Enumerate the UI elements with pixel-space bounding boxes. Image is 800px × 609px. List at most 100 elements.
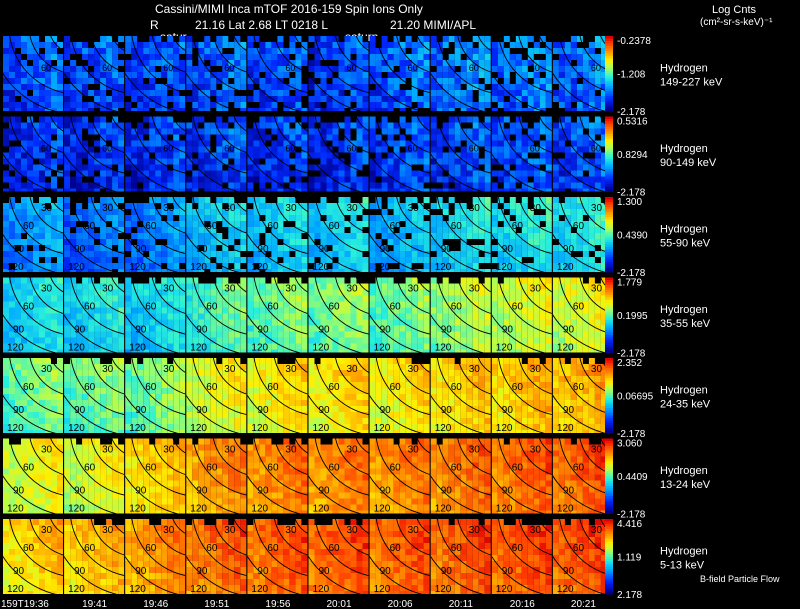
heatmap-cell <box>192 257 199 263</box>
heatmap-cell <box>350 146 357 153</box>
colorbar-step <box>605 41 613 44</box>
heatmap-cell <box>51 263 57 269</box>
heatmap-cell <box>179 66 186 72</box>
heatmap-cell <box>161 188 168 192</box>
colorbar-step <box>605 129 613 132</box>
heatmap-cell <box>436 349 443 353</box>
heatmap-cell <box>179 78 186 84</box>
heatmap-cell <box>387 152 394 159</box>
heatmap-cell <box>131 331 138 338</box>
heatmap-cell <box>576 301 583 308</box>
heatmap-cell <box>173 48 180 54</box>
heatmap-cell <box>454 36 461 42</box>
heatmap-cell <box>387 42 394 48</box>
heatmap-cell <box>210 343 217 350</box>
heatmap-cell <box>3 134 9 141</box>
heatmap-cell <box>301 116 308 123</box>
heatmap-cell <box>350 96 357 102</box>
heatmap-cell <box>399 325 406 332</box>
heatmap-cell <box>491 158 498 165</box>
heatmap-cell <box>582 66 589 72</box>
heatmap-cell <box>289 245 296 251</box>
heatmap-cell <box>76 116 83 123</box>
heatmap-cell <box>94 295 101 302</box>
heatmap-cell <box>64 152 71 159</box>
heatmap-cell <box>545 227 552 233</box>
heatmap-cell <box>21 140 27 147</box>
heatmap-cell <box>295 233 302 239</box>
heatmap-cell <box>314 182 321 189</box>
heatmap-cell <box>234 295 241 302</box>
heatmap-cell <box>423 257 430 263</box>
heatmap-cell <box>521 239 528 245</box>
heatmap-cell <box>491 277 498 284</box>
heatmap-cell <box>228 325 235 332</box>
heatmap-cell <box>210 289 217 296</box>
heatmap-cell <box>253 239 260 245</box>
heatmap-cell <box>600 140 607 147</box>
heatmap-cell <box>57 209 63 215</box>
heatmap-cell <box>527 54 534 60</box>
heatmap-cell <box>460 134 467 141</box>
heatmap-cell <box>497 116 504 123</box>
heatmap-cell <box>192 245 199 251</box>
heatmap-cell <box>15 277 21 284</box>
heatmap-cell <box>179 239 186 245</box>
heatmap-cell <box>131 221 138 227</box>
heatmap-cell <box>295 66 302 72</box>
heatmap-cell <box>527 164 534 171</box>
heatmap-cell <box>582 72 589 78</box>
heatmap-cell <box>564 42 571 48</box>
heatmap-cell <box>594 116 601 123</box>
colorbar-step <box>605 83 613 87</box>
heatmap-cell <box>3 158 9 165</box>
heatmap-cell <box>173 227 180 233</box>
heatmap-cell <box>405 128 412 135</box>
heatmap-cell <box>100 319 107 326</box>
heatmap-cell <box>234 331 241 338</box>
heatmap-cell <box>3 257 9 263</box>
heatmap-panel: 60 <box>247 36 308 111</box>
heatmap-cell <box>21 36 27 42</box>
heatmap-cell <box>82 319 89 326</box>
heatmap-cell <box>198 176 205 183</box>
heatmap-cell <box>454 122 461 129</box>
colorbar-step <box>605 91 613 94</box>
heatmap-cell <box>198 116 205 123</box>
heatmap-cell <box>564 319 571 326</box>
heatmap-cell <box>186 176 193 183</box>
heatmap-cell <box>545 42 552 48</box>
heatmap-cell <box>588 269 595 272</box>
colorbar-step <box>605 76 613 79</box>
heatmap-cell <box>356 343 363 350</box>
heatmap-cell <box>326 295 333 302</box>
heatmap-cell <box>478 90 485 96</box>
heatmap-cell <box>600 221 607 227</box>
heatmap-cell <box>308 325 315 332</box>
heatmap-cell <box>527 108 534 111</box>
heatmap-cell <box>460 72 467 78</box>
heatmap-cell <box>430 331 437 338</box>
heatmap-cell <box>320 176 327 183</box>
heatmap-cell <box>509 128 516 135</box>
heatmap-cell <box>277 152 284 159</box>
heatmap-cell <box>57 66 63 72</box>
heatmap-cell <box>39 72 45 78</box>
heatmap-cell <box>436 343 443 350</box>
heatmap-cell <box>234 349 241 353</box>
colorbar-step <box>605 204 613 208</box>
heatmap-cell <box>442 158 449 165</box>
heatmap-cell <box>88 295 95 302</box>
heatmap-cell <box>137 325 144 332</box>
heatmap-cell <box>417 313 424 320</box>
heatmap-cell <box>320 48 327 54</box>
heatmap-cell <box>94 349 101 353</box>
heatmap-cell <box>539 227 546 233</box>
colorbar-step <box>605 156 613 160</box>
contour-label: 90 <box>257 244 269 255</box>
heatmap-cell <box>393 257 400 263</box>
heatmap-cell <box>503 269 510 272</box>
heatmap-cell <box>588 122 595 129</box>
heatmap-cell <box>509 197 516 203</box>
heatmap-cell <box>381 337 388 344</box>
